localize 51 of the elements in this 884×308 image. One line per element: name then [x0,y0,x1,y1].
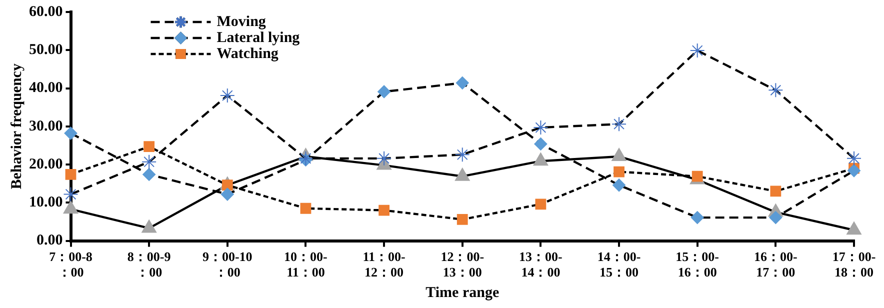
point [612,116,627,132]
y-tick-label: 20.00 [29,156,63,172]
y-tick-label: 30.00 [29,118,63,134]
y-tick-label: 50.00 [29,42,63,58]
point [65,169,76,180]
point [768,82,784,98]
point [454,147,470,162]
point [144,141,155,152]
point [300,202,312,214]
point [378,204,390,216]
point [770,186,782,197]
x-tick-label: 17：00-18：00 [832,248,876,280]
point [534,137,548,150]
x-tick-label: 10：00-11：00 [284,248,328,280]
x-tick-label: 16：00-17：00 [754,248,798,280]
point [456,76,469,90]
x-tick-label: 8：00-9：00 [127,248,172,280]
point [848,164,860,178]
x-tick-label: 12：00-13：00 [440,248,484,280]
y-tick-label: 10.00 [29,194,63,211]
point [690,211,704,224]
point [535,198,546,210]
legend-label: Lateral lying [216,30,300,46]
point [142,168,156,181]
point [378,85,391,98]
point [846,150,862,166]
x-tick-label: 14：00-15：00 [597,248,641,280]
x-tick-label: 7：00-8：00 [49,248,93,280]
point [769,211,782,224]
legend-label: Watching [216,46,279,62]
point [456,214,468,225]
x-tick-label: 11：00-12：00 [362,248,406,280]
y-axis-title: Behavior frequency [8,63,25,190]
y-tick-label: 40.00 [29,80,63,96]
point [142,154,157,170]
point [614,166,624,178]
x-tick-label: 13：00-14：00 [519,248,562,280]
x-tick-label: 15：00-16：00 [676,248,720,280]
point [64,126,78,140]
point [690,43,705,58]
legend-label: Moving [216,14,266,30]
x-axis-title: Time range [426,284,500,301]
point [63,186,78,202]
y-tick-label: 0.00 [36,232,63,249]
point [220,88,235,104]
point [533,120,548,136]
point [376,150,392,166]
y-tick-label: 60.00 [29,4,63,20]
point [220,188,234,201]
x-tick-label: 9：00-10：00 [202,248,252,280]
point [612,178,626,192]
